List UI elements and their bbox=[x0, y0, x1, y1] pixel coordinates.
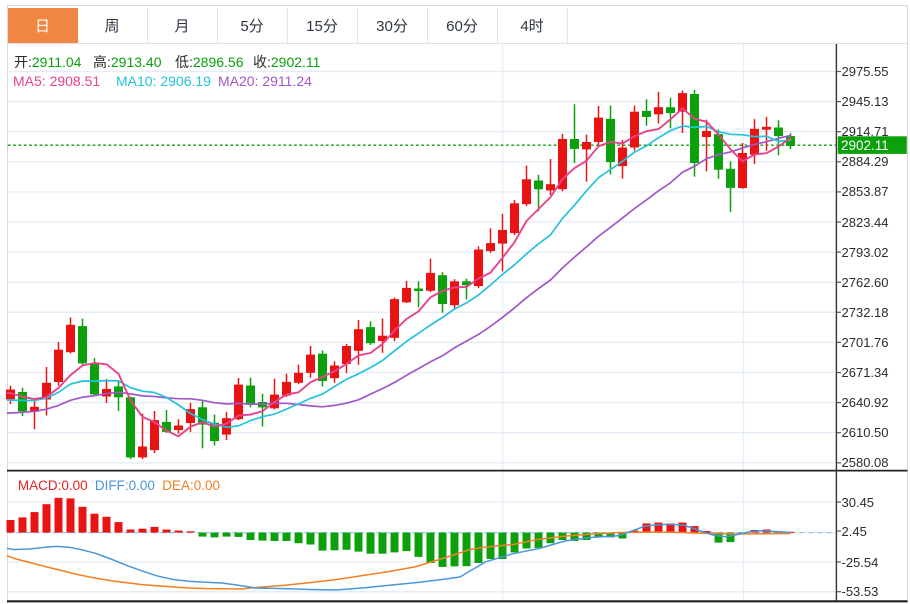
svg-text:2902.11: 2902.11 bbox=[841, 138, 889, 153]
